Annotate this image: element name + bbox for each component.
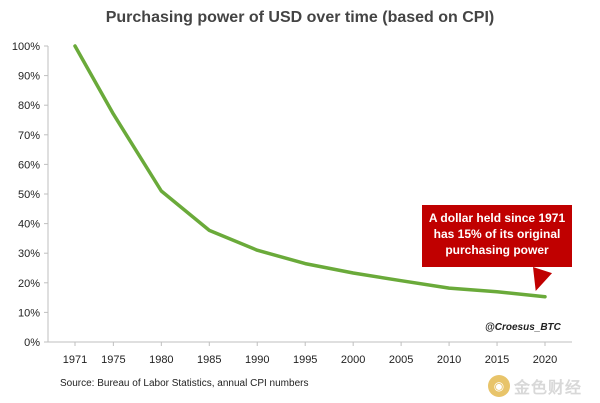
x-tick-label: 2005 [389,354,413,366]
coin-icon: ◉ [488,375,510,397]
y-tick-label: 20% [18,278,40,290]
watermark-text: 金色财经 [514,380,583,397]
x-tick-label: 2020 [533,354,557,366]
x-tick-label: 2000 [341,354,365,366]
watermark: ◉ 金色财经 [488,374,582,398]
x-tick-label: 2010 [437,354,461,366]
y-tick-label: 80% [18,100,40,112]
x-tick-label: 1975 [101,354,125,366]
y-tick-label: 30% [18,248,40,260]
annotation-callout: A dollar held since 1971 has 15% of its … [422,205,572,267]
source-note: Source: Bureau of Labor Statistics, annu… [60,378,309,389]
x-tick-label: 1995 [293,354,317,366]
y-tick-label: 50% [18,189,40,201]
y-tick-label: 60% [18,159,40,171]
y-tick-label: 10% [18,307,40,319]
x-tick-label: 1990 [245,354,269,366]
y-tick-label: 90% [18,71,40,83]
y-tick-label: 40% [18,219,40,231]
y-tick-label: 70% [18,130,40,142]
y-tick-label: 0% [24,337,40,349]
author-credit: @Croesus_BTC [485,322,561,333]
x-tick-label: 2015 [485,354,509,366]
annotation-line-2: has 15% of its original [433,227,561,241]
chart-title: Purchasing power of USD over time (based… [105,9,495,26]
y-tick-label: 100% [12,41,40,53]
x-tick-label: 1985 [197,354,221,366]
x-tick-label: 1971 [63,354,87,366]
annotation-line-3: purchasing power [445,243,549,257]
x-tick-label: 1980 [149,354,173,366]
annotation-line-1: A dollar held since 1971 [428,211,566,225]
